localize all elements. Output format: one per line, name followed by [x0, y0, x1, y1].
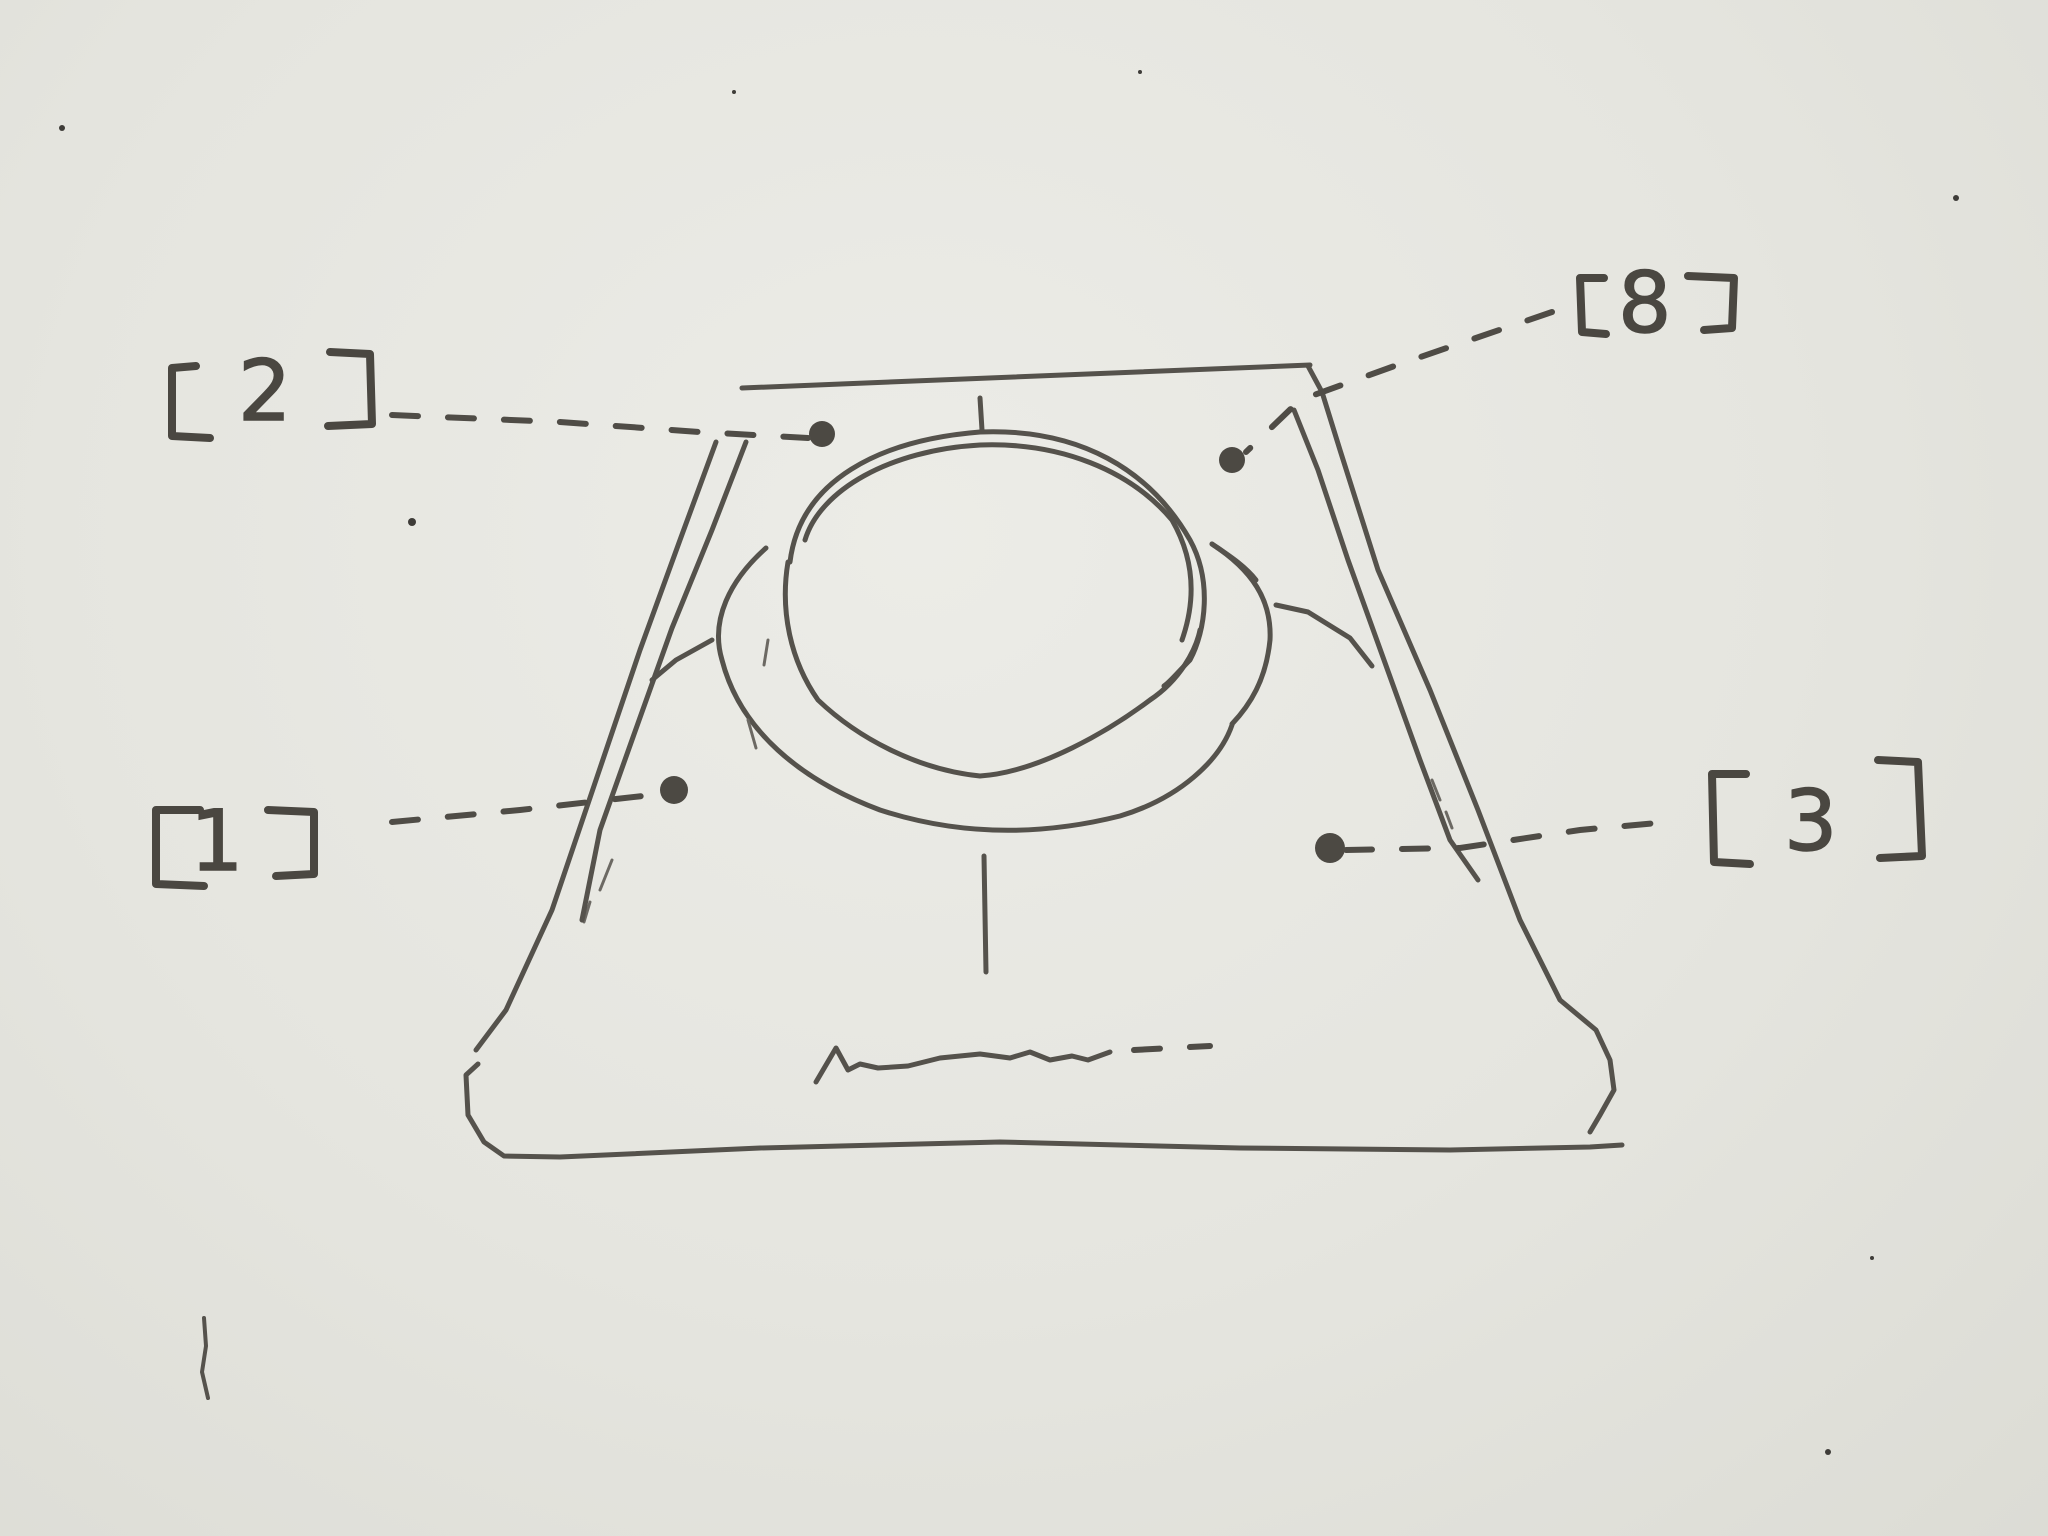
device-outline [463, 362, 1625, 1160]
leader-lines [389, 309, 1671, 853]
callout-2-text: 2 [238, 342, 291, 440]
board-specks [59, 70, 1959, 1455]
callout-2: 2 [168, 341, 376, 442]
outer-ring [716, 541, 1273, 833]
callout-3: 3 [1708, 756, 1926, 871]
left-rail [579, 439, 749, 923]
hole-1 [660, 776, 688, 804]
leader-1 [389, 791, 663, 825]
leader-2 [389, 412, 811, 441]
callout-8: 8 [1576, 253, 1738, 353]
callout-1-text: 1 [190, 792, 243, 890]
hole-3 [1315, 833, 1345, 863]
callout-3-text: 3 [1784, 772, 1837, 870]
center-dome [782, 429, 1207, 779]
right-rail [1273, 407, 1481, 883]
hole-8 [1219, 447, 1245, 473]
callout-8-text: 8 [1618, 254, 1671, 352]
bottom-scribble [813, 1043, 1213, 1085]
leader-3 [1343, 819, 1671, 853]
mounting-holes [660, 421, 1345, 863]
hole-2 [809, 421, 835, 447]
center-tick-marks [977, 395, 989, 975]
callout-1: 1 [152, 791, 318, 891]
leader-8 [1243, 309, 1555, 455]
